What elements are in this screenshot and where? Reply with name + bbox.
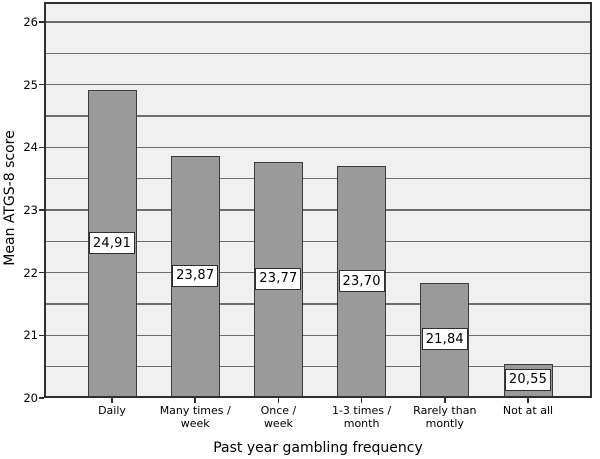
x-tick-label: Daily [98,404,126,417]
y-tick [38,397,44,399]
y-tick-label: 22 [23,265,38,280]
bar-value-label: 23,70 [338,270,385,293]
x-tick [194,398,196,403]
y-tick [38,21,44,23]
y-tick-label: 25 [23,77,38,92]
x-tick-label: Once / week [260,404,297,430]
gridline [44,240,592,242]
y-tick-label: 24 [23,140,38,155]
y-tick-label: 20 [23,391,38,405]
y-tick [38,271,44,274]
plot-area: 24,91 23,87 23,77 23,70 21,84 20,55 [44,2,592,398]
gridline [44,178,592,180]
x-tick [444,398,446,403]
x-tick [277,398,280,403]
gridline [44,115,592,117]
bar-value-label: 23,87 [172,264,219,287]
y-tick [38,209,44,211]
y-tick [38,83,44,86]
gridline [44,303,592,305]
bar-value-label: 24,91 [89,232,135,255]
y-tick-label: 26 [23,15,38,30]
y-tick-label: 23 [23,203,38,218]
gridline [44,209,592,211]
gridline [44,21,592,23]
gridline [44,272,592,274]
x-axis-title: Past year gambling frequency [213,440,423,456]
gridline [44,334,592,336]
x-tick-label: Not at all [502,404,554,417]
x-tick [527,398,529,403]
gridline [44,146,592,148]
x-tick-label: Many times / week [159,404,231,430]
bar-value-label: 21,84 [421,328,468,351]
gridline [44,366,592,368]
x-tick [360,398,363,403]
y-tick-label: 21 [23,328,38,343]
bar-value-label: 20,55 [505,368,551,391]
y-tick [38,146,44,149]
x-tick [111,398,113,403]
bar-value-label: 23,77 [255,267,302,290]
x-tick-label: Rarely than montly [413,404,477,430]
x-tick-label: 1-3 times / month [331,404,392,430]
gridline [44,84,592,86]
gridline [44,52,592,55]
y-tick [38,334,44,337]
